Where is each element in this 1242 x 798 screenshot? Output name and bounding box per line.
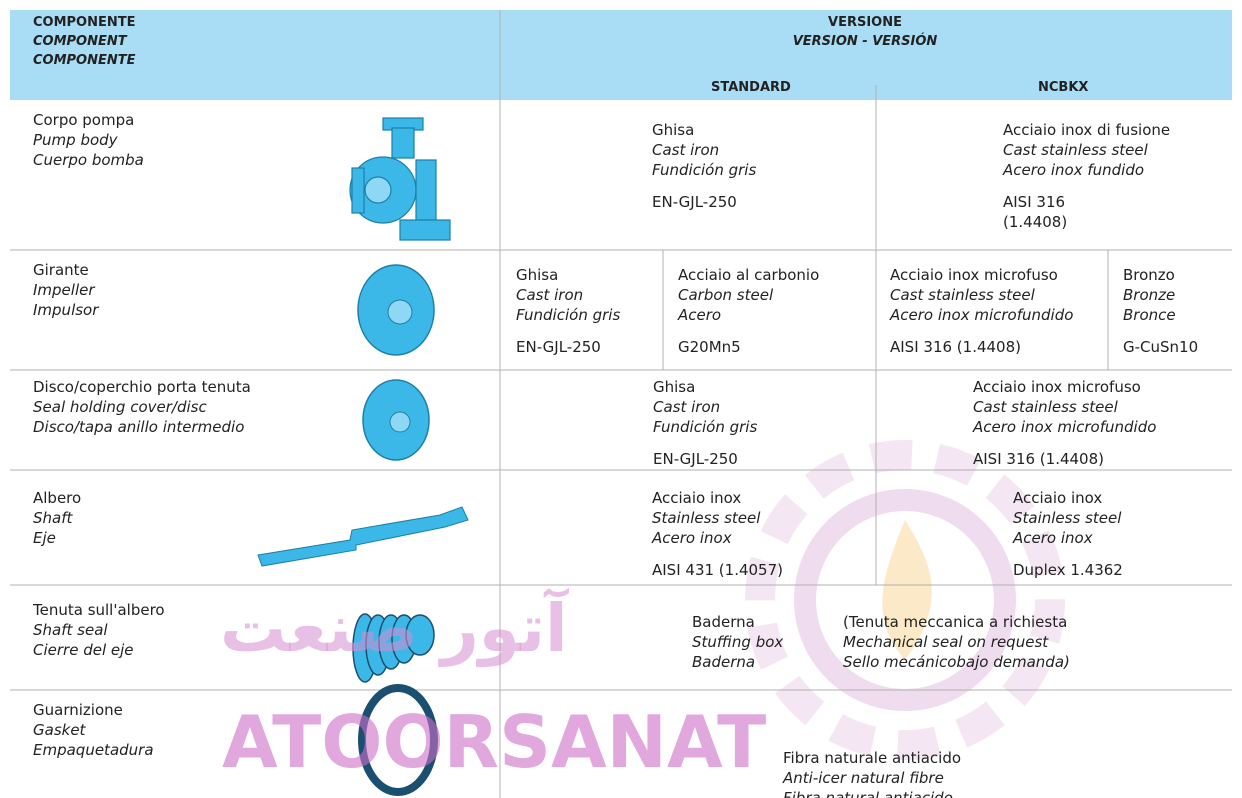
cell-text: AISI 316 (1.4408) (890, 338, 1021, 356)
cell-text: Disco/tapa anillo intermedio (33, 418, 245, 436)
pump-body-drawing (349, 117, 451, 241)
cell-text: Ghisa (653, 378, 696, 396)
watermark: ATOORSANAT (222, 700, 767, 784)
cell-text: Fibra naturale antiacido (783, 749, 962, 767)
cell-text: STANDARD (711, 80, 791, 95)
gasket-drawing (358, 684, 438, 796)
cell-text: Acciaio al carbonio (678, 266, 820, 284)
cell-text: Cuerpo bomba (33, 151, 144, 169)
cell-text: (Tenuta meccanica a richiesta (843, 613, 1068, 631)
cell-text: Ghisa (516, 266, 559, 284)
watermark-flame (882, 520, 932, 660)
cell-text: AISI 316 (1.4408) (973, 450, 1104, 468)
cell-text: Acciaio inox di fusione (1003, 121, 1171, 139)
cell-text: Disco/coperchio porta tenuta (33, 378, 251, 396)
cell-text: COMPONENTE (33, 15, 136, 30)
cell-text: Impulsor (33, 301, 99, 319)
cell-text: Ghisa (652, 121, 695, 139)
cell-text: Acciaio inox microfuso (890, 266, 1058, 284)
cell-text: COMPONENT (33, 34, 127, 49)
cell-text: Fundición gris (652, 161, 757, 179)
cell-text: Anti-icer natural fibre (783, 769, 944, 787)
cell-text: Sello mecánicobajo demanda) (843, 653, 1070, 671)
watermark-gear (745, 440, 1065, 760)
cell-text: Cast iron (652, 141, 720, 159)
cell-text: Cast stainless steel (973, 398, 1118, 416)
cell-text: Acero inox microfundido (890, 306, 1074, 324)
cell-text: Acero (678, 306, 722, 324)
cell-text: EN-GJL-250 (516, 338, 601, 356)
cell-text: Fundición gris (653, 418, 758, 436)
header-band (10, 10, 1232, 100)
cell-text: Corpo pompa (33, 111, 135, 129)
cell-text: Albero (33, 489, 82, 507)
cell-text: Mechanical seal on request (843, 633, 1049, 651)
cell-text: COMPONENTE (33, 53, 136, 68)
cell-text: EN-GJL-250 (653, 450, 738, 468)
cell-text: EN-GJL-250 (652, 193, 737, 211)
cell-text: AISI 431 (1.4057) (652, 561, 783, 579)
cell-text: Acciaio inox microfuso (973, 378, 1141, 396)
cell-text: Acero inox fundido (1003, 161, 1145, 179)
shaft-drawing (257, 506, 469, 567)
cell-text: G20Mn5 (678, 338, 741, 356)
cell-text: Stainless steel (652, 509, 761, 527)
shaft-seal-drawing (352, 613, 435, 683)
cell-text: Cast iron (516, 286, 584, 304)
cell-text: (1.4408) (1003, 213, 1068, 231)
cell-text: Fundición gris (516, 306, 621, 324)
seal-cover-drawing (362, 379, 430, 461)
cell-text: Empaquetadura (33, 741, 154, 759)
cell-text: Cast stainless steel (890, 286, 1035, 304)
cell-text: Gasket (33, 721, 86, 739)
cell-text: Cast stainless steel (1003, 141, 1148, 159)
grid (10, 10, 1232, 798)
cell-text: NCBKX (1038, 80, 1089, 95)
cell-text: Stuffing box (692, 633, 784, 651)
cell-text: Baderna (692, 653, 756, 671)
cell-text: Shaft seal (33, 621, 108, 639)
cell-text: Acero inox (1013, 529, 1093, 547)
cell-text: Duplex 1.4362 (1013, 561, 1123, 579)
impeller-drawing (357, 264, 435, 356)
cell-text: Guarnizione (33, 701, 123, 719)
cell-text: Tenuta sull'albero (33, 601, 165, 619)
cell-text: VERSIONE (828, 15, 902, 30)
cell-text: Cast iron (653, 398, 721, 416)
cell-text: AISI 316 (1003, 193, 1066, 211)
cell-text: Carbon steel (678, 286, 774, 304)
cell-text: Bronce (1123, 306, 1176, 324)
cell-text: VERSION - VERSIÓN (792, 34, 938, 49)
watermark-gear (794, 489, 1016, 711)
cell-text: Impeller (33, 281, 95, 299)
cell-text: Eje (33, 529, 56, 547)
cell-text: Acero inox microfundido (973, 418, 1157, 436)
cell-text: Stainless steel (1013, 509, 1122, 527)
cell-text: Cierre del eje (33, 641, 134, 659)
cell-text: Bronze (1123, 286, 1176, 304)
cell-text: Acciaio inox (1013, 489, 1103, 507)
cell-text: Acciaio inox (652, 489, 742, 507)
cell-text: Acero inox (652, 529, 732, 547)
cell-text: G-CuSn10 (1123, 338, 1199, 356)
cell-text: Bronzo (1123, 266, 1175, 284)
cell-text: Shaft (33, 509, 73, 527)
cell-text: Seal holding cover/disc (33, 398, 207, 416)
watermark: آتور صنعت (220, 590, 568, 667)
cell-text: Fibra natural antiacido (783, 789, 953, 798)
cell-text: Baderna (692, 613, 755, 631)
cell-text: Girante (33, 261, 89, 279)
cell-text: Pump body (33, 131, 118, 149)
